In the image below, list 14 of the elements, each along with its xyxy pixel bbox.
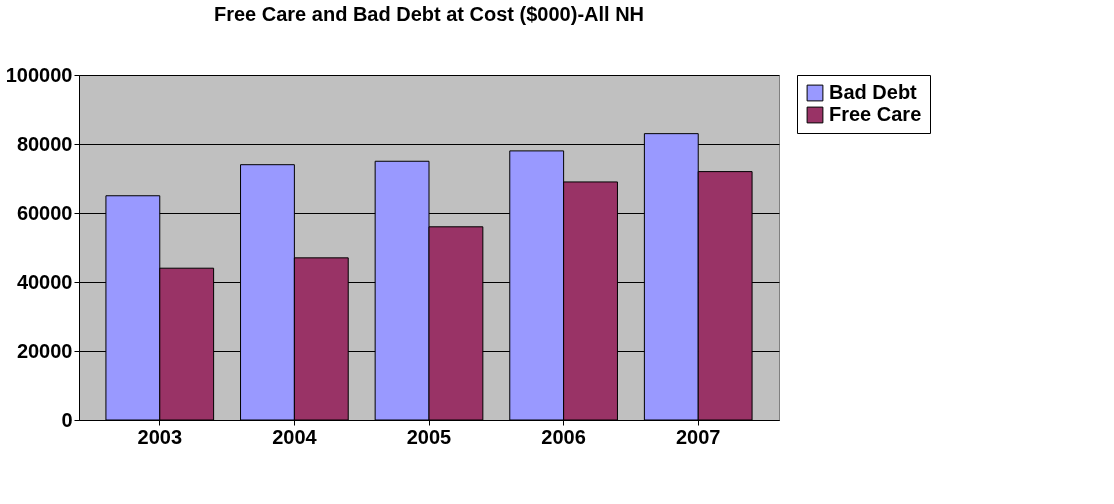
y-tick-label: 40000 xyxy=(16,270,73,293)
x-tick-label: 2004 xyxy=(272,425,318,448)
legend-label: Free Care xyxy=(829,103,922,125)
y-tick-label: 60000 xyxy=(16,201,73,224)
chart-title: Free Care and Bad Debt at Cost ($000)-All NH xyxy=(213,3,645,25)
y-tick-label: 0 xyxy=(61,408,73,431)
y-tick-label: 20000 xyxy=(16,339,73,362)
x-tick-label: 2007 xyxy=(675,425,721,448)
x-tick-label: 2006 xyxy=(541,425,586,448)
y-tick-label: 80000 xyxy=(16,132,73,155)
y-tick-label: 100000 xyxy=(5,63,73,86)
legend-label: Bad Debt xyxy=(829,81,918,103)
x-tick-label: 2003 xyxy=(137,425,183,448)
x-tick-label: 2005 xyxy=(406,425,452,448)
